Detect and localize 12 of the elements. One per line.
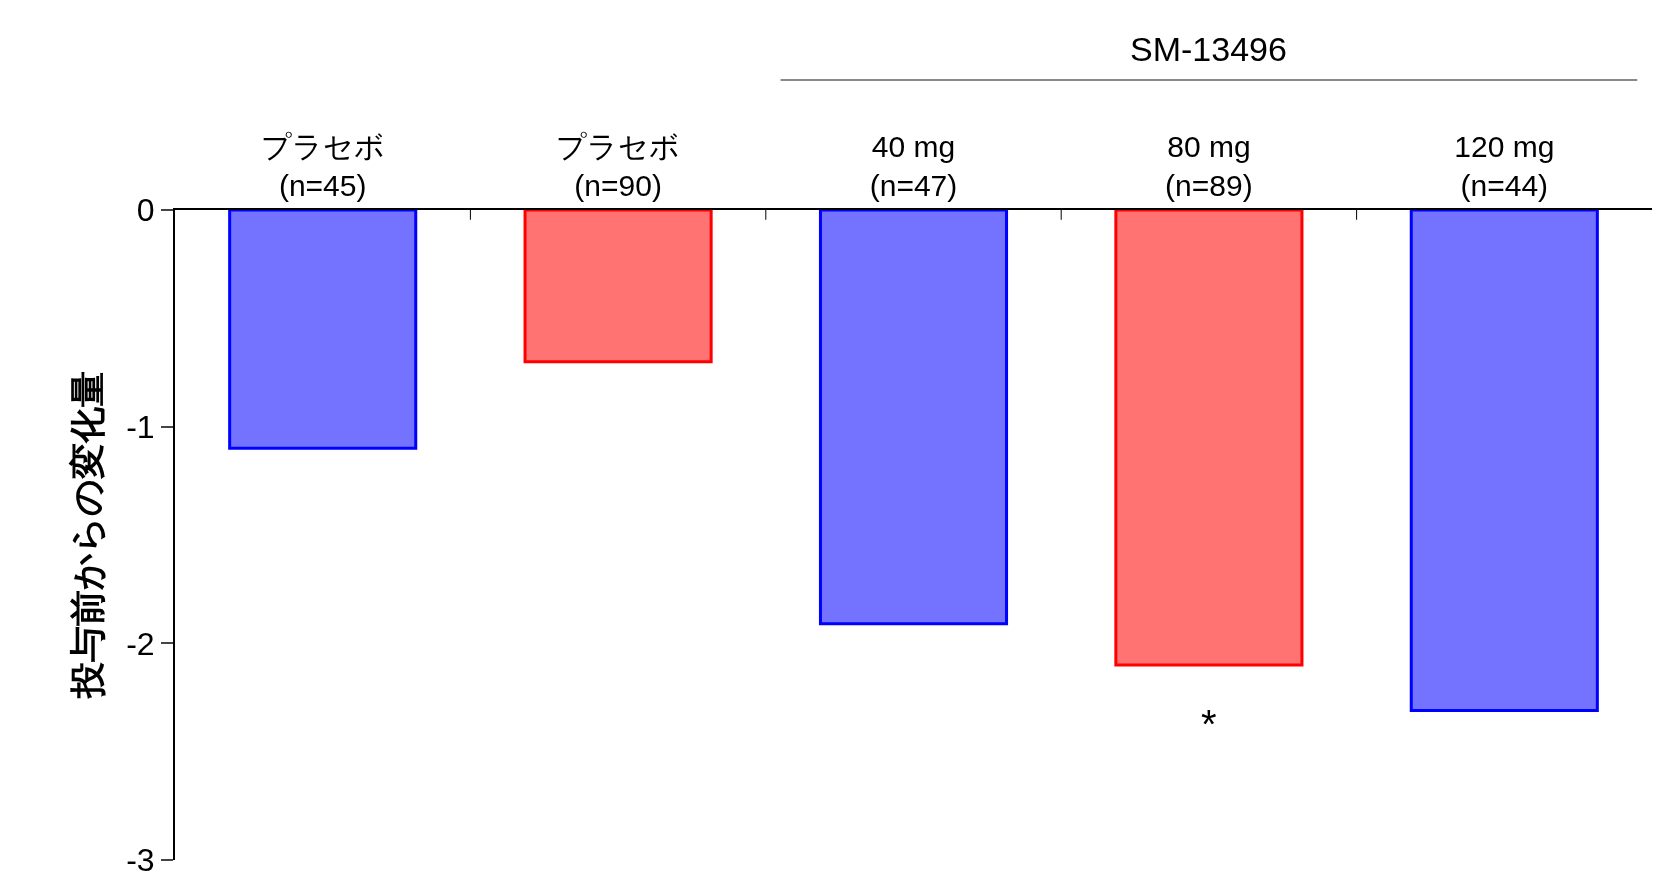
x-tick-label: 40 mg (n=47) <box>869 130 958 202</box>
y-tick-label: 0 <box>136 192 155 229</box>
x-tick-label: プラセボ (n=45) <box>260 130 385 202</box>
y-axis-title: 投与前からの変化量 <box>66 371 108 701</box>
y-tick-label: -1 <box>126 408 155 445</box>
x-tick-label: プラセボ (n=90) <box>556 130 681 202</box>
y-tick-label: -3 <box>126 842 155 879</box>
annotation: * <box>1201 702 1217 746</box>
x-tick-label: 80 mg (n=89) <box>1165 130 1253 202</box>
x-tick-label: 120 mg (n=44) <box>1454 130 1555 202</box>
text: SM-13496 <box>1130 30 1287 68</box>
y-tick-label: -2 <box>126 625 155 662</box>
